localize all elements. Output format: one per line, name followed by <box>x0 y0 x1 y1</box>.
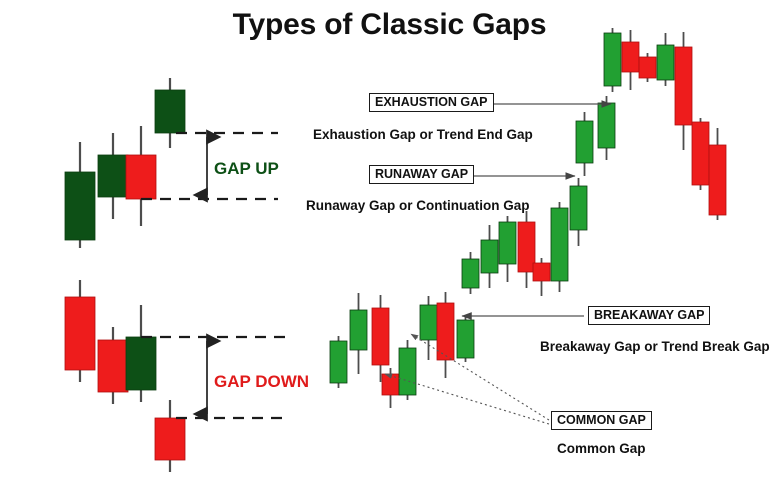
common-gap-caption: Common Gap <box>557 441 646 456</box>
page-title: Types of Classic Gaps <box>232 8 547 41</box>
runaway-gap-caption: Runaway Gap or Continuation Gap <box>306 198 530 213</box>
candle-body <box>656 44 675 81</box>
candle-body <box>398 347 417 396</box>
candle-group-classic-gap-sequence <box>329 28 727 408</box>
candle-body <box>621 41 640 73</box>
candle-body <box>64 171 96 241</box>
gap-up-measure <box>141 129 278 203</box>
runaway-gap-tag[interactable]: RUNAWAY GAP <box>369 165 475 184</box>
candle-body <box>371 307 390 366</box>
candle-body <box>532 262 551 282</box>
candle-body <box>154 417 186 461</box>
breakaway-gap-caption: Breakaway Gap or Trend Break Gap <box>540 339 770 354</box>
candle-body <box>381 373 400 396</box>
candle-body <box>456 319 475 359</box>
candle-body <box>691 121 710 186</box>
exhaustion-gap-tag[interactable]: EXHAUSTION GAP <box>369 93 494 112</box>
candle-body <box>419 304 438 341</box>
gap-up-label: GAP UP <box>214 159 279 178</box>
candle-body <box>597 102 616 149</box>
common-gap-tag[interactable]: COMMON GAP <box>551 411 652 430</box>
candle-body <box>550 207 569 282</box>
candle-body <box>97 339 129 393</box>
gap-down-measure <box>141 333 290 422</box>
candle-body <box>97 154 129 198</box>
candle-body <box>569 185 588 231</box>
candle-group-gap-down-example <box>64 280 186 472</box>
gap-down-label: GAP DOWN <box>214 372 310 391</box>
candle-body <box>498 221 517 265</box>
candle-body <box>349 309 368 351</box>
candle-body <box>517 221 536 273</box>
candle-body <box>154 89 186 134</box>
candle-body <box>480 239 499 274</box>
candle-body <box>64 296 96 371</box>
candle-group-gap-up-example <box>64 78 186 248</box>
candle-body <box>125 154 157 200</box>
exhaustion-gap-caption: Exhaustion Gap or Trend End Gap <box>313 127 533 142</box>
breakaway-gap-tag[interactable]: BREAKAWAY GAP <box>588 306 711 325</box>
candlestick-series <box>64 28 727 472</box>
candle-body <box>329 340 348 384</box>
common-gap-leader-lower <box>384 373 550 425</box>
candle-body <box>575 120 594 164</box>
candle-body <box>708 144 727 216</box>
candle-body <box>436 302 455 361</box>
candle-body <box>125 336 157 391</box>
common-gap-leader-upper <box>410 333 550 421</box>
candle-body <box>603 32 622 87</box>
candle-body <box>674 46 693 126</box>
candle-body <box>638 56 657 79</box>
candle-body <box>461 258 480 289</box>
